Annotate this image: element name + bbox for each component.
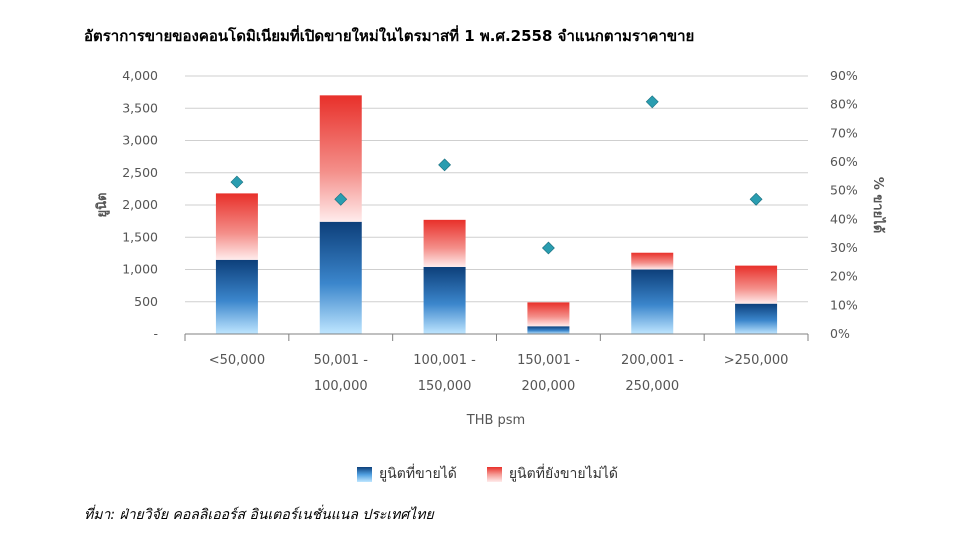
y-tick-label: 4,000 <box>122 68 158 83</box>
x-tick-label: <50,000 <box>209 353 265 368</box>
sold-percent-marker <box>230 175 244 189</box>
bar-unsold <box>215 193 258 260</box>
bar-unsold <box>631 252 674 270</box>
legend-label-sold: ยูนิตที่ขายได้ <box>378 466 457 482</box>
x-tick-label: 50,001 - <box>314 353 369 368</box>
source-note: ที่มา: ฝ่ายวิจัย คอลลิเออร์ส อินเตอร์เนช… <box>84 507 434 523</box>
bar-sold <box>423 266 466 334</box>
sold-percent-marker <box>749 192 763 206</box>
y2-tick-label: 70% <box>830 125 858 140</box>
x-tick-label: 150,001 - <box>517 353 580 368</box>
y-tick-label: 3,000 <box>122 133 158 148</box>
y-tick-label: 2,000 <box>122 197 158 212</box>
sold-percent-marker <box>334 192 348 206</box>
x-tick-label: 200,001 - <box>621 353 684 368</box>
legend-item-unsold: ยูนิตที่ยังขายไม่ได้ <box>486 463 619 485</box>
y2-tick-label: 30% <box>830 240 858 255</box>
legend-label-unsold: ยูนิตที่ยังขายไม่ได้ <box>508 466 619 482</box>
y2-tick-label: 10% <box>830 297 858 312</box>
bar-sold <box>735 303 778 334</box>
bar-sold <box>527 326 570 334</box>
bar-unsold <box>423 219 466 267</box>
y-tick-label: 1,500 <box>122 229 158 244</box>
y2-tick-label: 60% <box>830 154 858 169</box>
sold-percent-marker <box>541 241 555 255</box>
y2-tick-label: 40% <box>830 211 858 226</box>
legend-swatch-unsold <box>486 466 502 482</box>
y2-axis-title: % ขายได้ <box>870 177 887 233</box>
y-tick-label: - <box>153 326 158 341</box>
y2-tick-label: 20% <box>830 269 858 284</box>
y-tick-label: 500 <box>134 294 158 309</box>
bar-unsold <box>735 265 778 304</box>
sold-percent-marker <box>438 158 452 172</box>
legend-swatch-sold <box>356 466 372 482</box>
x-tick-label: >250,000 <box>724 353 789 368</box>
legend: ยูนิตที่ขายได้ ยูนิตที่ยังขายไม่ได้ <box>0 463 975 485</box>
bar-sold <box>319 221 362 334</box>
legend-item-sold: ยูนิตที่ขายได้ <box>356 463 457 485</box>
bar-unsold <box>527 302 570 327</box>
y2-tick-label: 90% <box>830 68 858 83</box>
y-tick-label: 3,500 <box>122 100 158 115</box>
x-tick-label: 100,001 - <box>413 353 476 368</box>
y-tick-label: 1,000 <box>122 262 158 277</box>
bar-sold <box>631 269 674 334</box>
x-tick-label: 250,000 <box>625 379 679 394</box>
x-tick-label: 150,000 <box>418 379 472 394</box>
chart-title: อัตราการขายของคอนโดมิเนียมที่เปิดขายใหม่… <box>84 27 695 45</box>
x-axis-title: THB psm <box>466 413 525 428</box>
y2-tick-label: 80% <box>830 97 858 112</box>
y2-tick-label: 50% <box>830 183 858 198</box>
x-tick-label: 100,000 <box>314 379 368 394</box>
sold-percent-marker <box>645 95 659 109</box>
y-axis-title: ยูนิต <box>95 193 110 218</box>
bar-sold <box>215 259 258 334</box>
y2-tick-label: 0% <box>830 326 850 341</box>
y-tick-label: 2,500 <box>122 165 158 180</box>
x-tick-label: 200,000 <box>522 379 576 394</box>
